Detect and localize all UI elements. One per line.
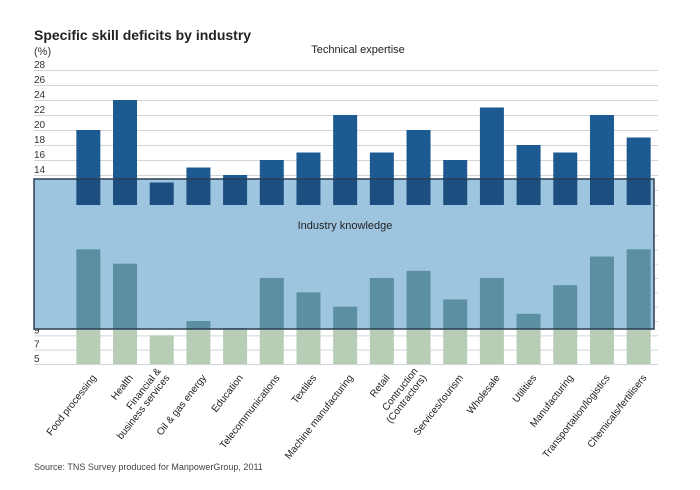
technical-tick-label: 22 bbox=[34, 105, 46, 116]
knowledge-bar-in-band bbox=[406, 270, 431, 329]
technical-tick-label: 18 bbox=[34, 135, 46, 146]
knowledge-bar-in-band bbox=[333, 306, 358, 329]
knowledge-bar-in-band bbox=[369, 278, 394, 329]
category-label: Textiles bbox=[290, 373, 319, 406]
knowledge-tick-label: 5 bbox=[34, 354, 40, 365]
technical-bar-in-band bbox=[296, 179, 321, 205]
category-label-line: Food processing bbox=[45, 373, 99, 438]
technical-bar-in-band bbox=[113, 179, 138, 205]
band-border bbox=[33, 178, 655, 330]
technical-bar-in-band bbox=[589, 179, 614, 205]
technical-bar-in-band bbox=[223, 179, 248, 205]
technical-tick-label: 14 bbox=[34, 165, 46, 176]
knowledge-bar-in-band bbox=[589, 256, 614, 329]
category-label-line: Machine manufacturing bbox=[283, 373, 356, 462]
technical-bar-in-band bbox=[76, 179, 101, 205]
category-label: Transportation/logistics bbox=[541, 373, 613, 461]
technical-bar-in-band bbox=[516, 179, 541, 205]
knowledge-bar-in-band bbox=[296, 292, 321, 329]
technical-tick-label: 16 bbox=[34, 150, 46, 161]
category-label-line: Education bbox=[210, 373, 246, 415]
technical-bar-in-band bbox=[443, 179, 468, 205]
technical-tick-label: 28 bbox=[34, 60, 46, 71]
category-label-line: Transportation/logistics bbox=[541, 373, 613, 461]
category-label: Wholesale bbox=[465, 373, 503, 417]
knowledge-bar-in-band bbox=[626, 249, 651, 329]
knowledge-tick-label: 9 bbox=[34, 325, 40, 336]
technical-bar-in-band bbox=[553, 179, 578, 205]
category-label: Education bbox=[210, 373, 246, 415]
knowledge-bar bbox=[223, 328, 248, 364]
category-label: Machine manufacturing bbox=[283, 373, 356, 462]
technical-bar-in-band bbox=[406, 179, 431, 205]
category-label: Utilities bbox=[511, 373, 540, 405]
knowledge-bar-in-band bbox=[553, 285, 578, 329]
knowledge-bar-in-band bbox=[259, 278, 284, 329]
technical-bar-in-band bbox=[186, 179, 211, 205]
unit-label: (%) bbox=[34, 46, 51, 58]
knowledge-bar-in-band bbox=[479, 278, 504, 329]
category-label-line: Utilities bbox=[511, 373, 540, 405]
knowledge-bar-in-band bbox=[113, 263, 138, 329]
knowledge-bar-in-band bbox=[443, 299, 468, 329]
technical-bar-in-band bbox=[626, 179, 651, 205]
technical-bar-in-band bbox=[479, 179, 504, 205]
technical-tick-label: 24 bbox=[34, 90, 46, 101]
technical-bar-in-band bbox=[333, 179, 358, 205]
chart-title: Specific skill deficits by industry bbox=[34, 27, 251, 43]
technical-bar-in-band bbox=[259, 179, 284, 205]
knowledge-bar-in-band bbox=[516, 313, 541, 329]
knowledge-bar-in-band bbox=[186, 321, 211, 329]
knowledge-bar-in-band bbox=[76, 249, 101, 329]
technical-bar-in-band bbox=[149, 182, 174, 205]
industry-knowledge-label: Industry knowledge bbox=[298, 220, 393, 232]
category-label-line: Wholesale bbox=[465, 373, 503, 417]
source-note: Source: TNS Survey produced for Manpower… bbox=[34, 462, 263, 472]
category-label-line: Textiles bbox=[290, 373, 319, 406]
technical-bar-in-band bbox=[369, 179, 394, 205]
technical-tick-label: 20 bbox=[34, 120, 46, 131]
knowledge-bar bbox=[149, 335, 174, 364]
technical-expertise-label: Technical expertise bbox=[311, 44, 405, 56]
technical-tick-label: 26 bbox=[34, 75, 46, 86]
bar-overlays bbox=[76, 179, 651, 329]
category-label: Food processing bbox=[45, 373, 99, 438]
knowledge-tick-label: 7 bbox=[34, 340, 40, 351]
